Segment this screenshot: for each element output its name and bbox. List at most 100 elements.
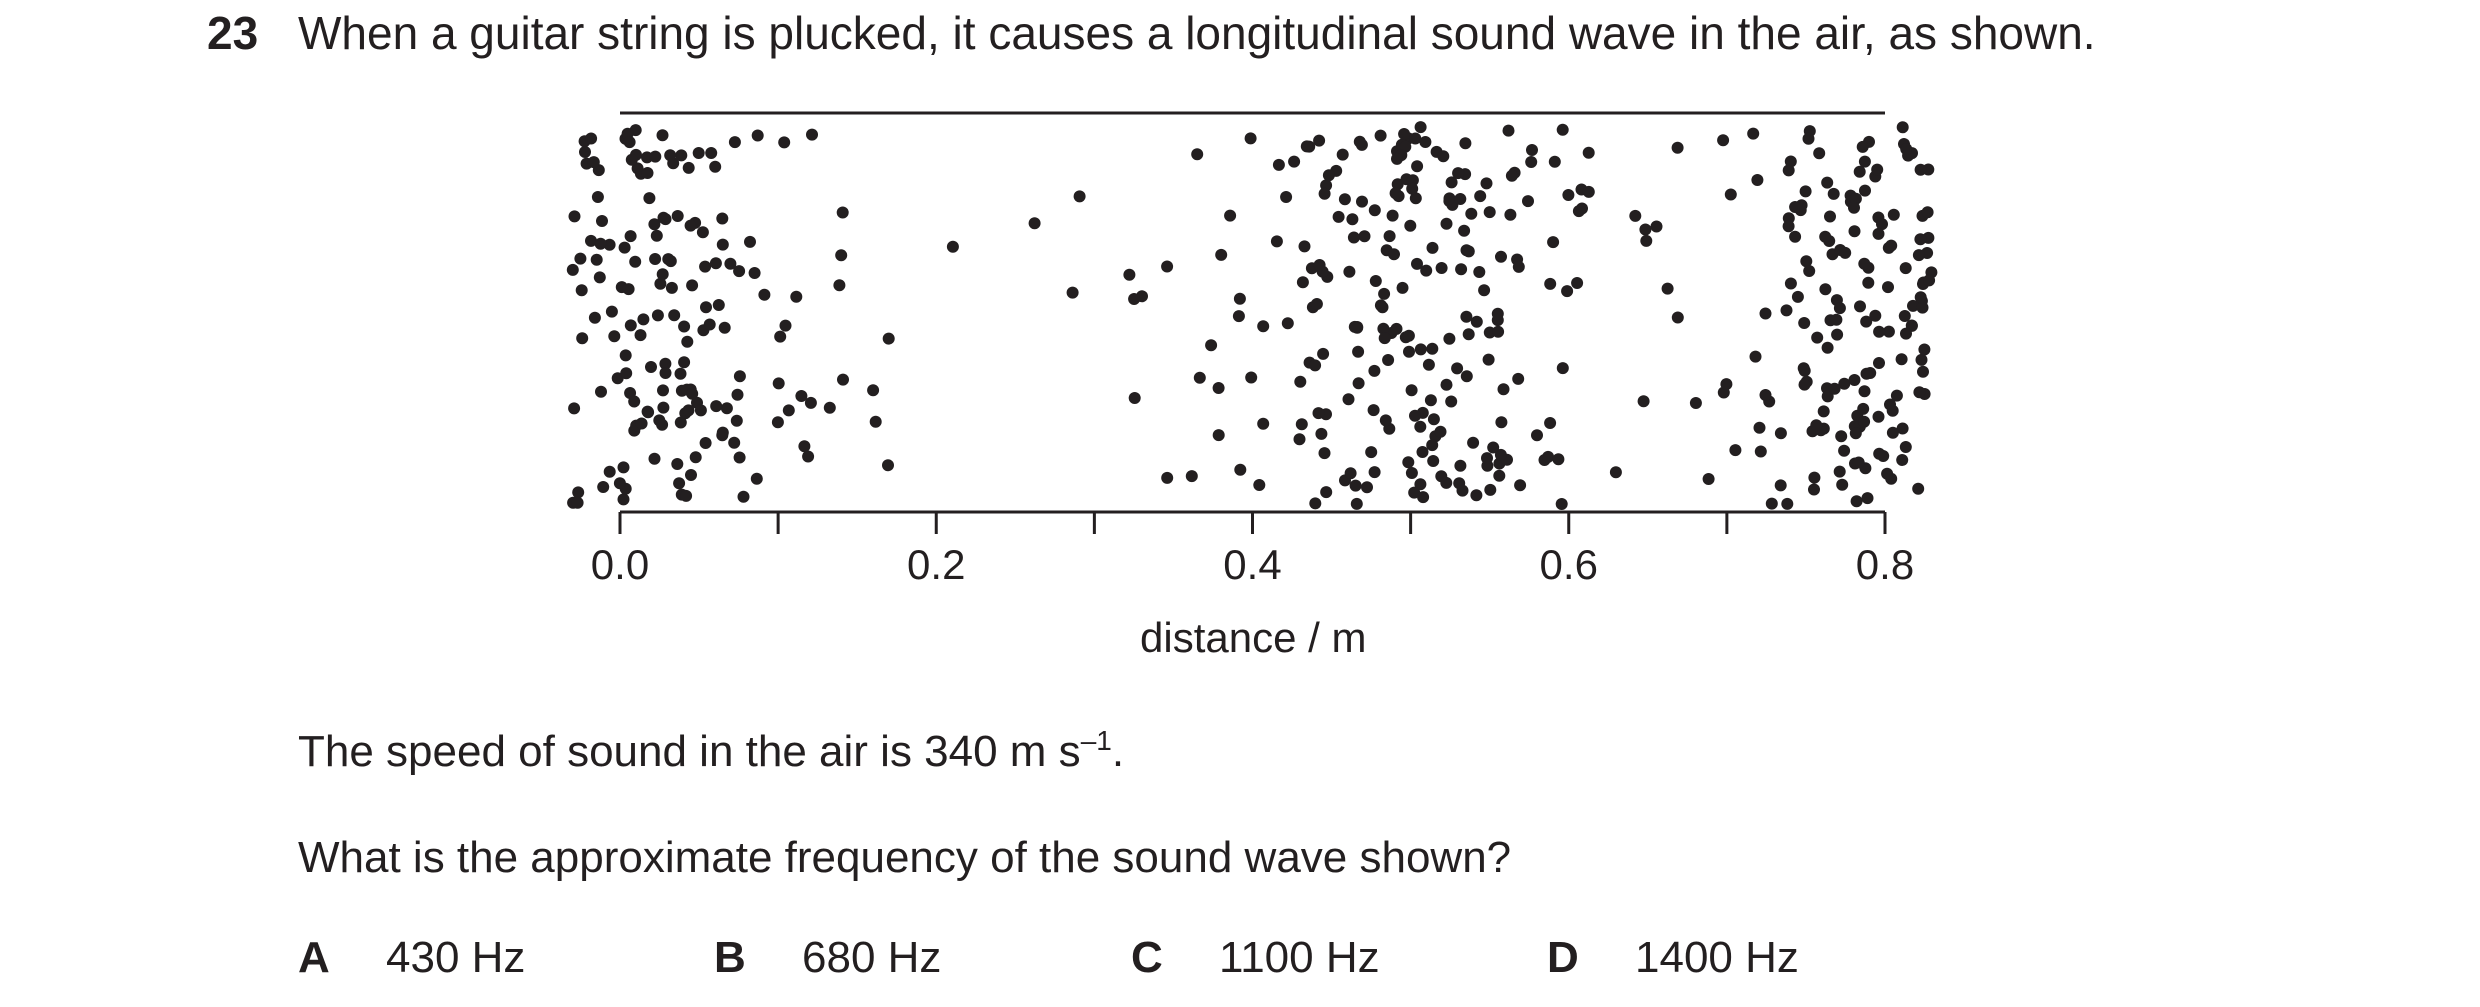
air-particle	[835, 249, 848, 262]
air-particle	[1749, 350, 1762, 363]
air-particle	[617, 493, 630, 506]
air-particle	[1480, 177, 1493, 190]
option-b[interactable]: B 680 Hz	[714, 930, 941, 986]
air-particle	[1458, 224, 1471, 237]
air-particle	[1552, 453, 1565, 466]
air-particle	[696, 226, 709, 239]
air-particle	[1350, 497, 1363, 510]
air-particle	[1858, 155, 1871, 168]
air-particle	[588, 311, 601, 324]
air-particle	[1420, 264, 1433, 277]
air-particle	[1819, 283, 1832, 296]
air-particle	[1402, 329, 1415, 342]
air-particle	[1346, 213, 1359, 226]
air-particle	[613, 477, 626, 490]
air-particle	[1544, 417, 1557, 429]
air-particle	[1294, 375, 1307, 388]
air-particle	[833, 279, 846, 292]
air-particle	[1459, 137, 1472, 150]
question-prompt: What is the approximate frequency of the…	[298, 833, 1512, 882]
air-particle	[1348, 320, 1361, 333]
air-particle	[1799, 185, 1812, 198]
air-particle	[572, 486, 585, 499]
air-particle	[1729, 444, 1742, 457]
air-particle	[649, 150, 662, 163]
air-particle	[1913, 386, 1926, 399]
air-particle	[1320, 486, 1333, 499]
air-particle	[1367, 404, 1380, 417]
air-particle	[634, 329, 647, 342]
air-particle	[1253, 479, 1266, 491]
air-particles	[566, 121, 1938, 510]
air-particle	[664, 149, 677, 162]
option-d[interactable]: D 1400 Hz	[1547, 930, 1799, 986]
air-particle	[1440, 217, 1453, 230]
option-a-letter: A	[298, 933, 330, 982]
air-particle	[1234, 463, 1247, 476]
air-particle	[1293, 433, 1306, 446]
air-particle	[671, 210, 684, 222]
air-particle	[1455, 263, 1468, 276]
air-particle	[1839, 246, 1852, 259]
air-particle	[1309, 497, 1322, 510]
air-particle	[1414, 343, 1427, 356]
air-particle	[1522, 195, 1534, 208]
air-particle	[1833, 465, 1846, 478]
air-particle	[1896, 121, 1909, 134]
option-d-letter: D	[1547, 933, 1579, 982]
air-particle	[656, 129, 669, 142]
air-particle	[1377, 322, 1390, 335]
air-particle	[795, 390, 808, 402]
air-particle	[1257, 417, 1270, 430]
air-particle	[643, 192, 656, 205]
air-particle	[1374, 129, 1387, 142]
air-particle	[1858, 415, 1871, 428]
air-particle	[1640, 234, 1653, 247]
air-particle	[593, 271, 606, 284]
air-particle	[1313, 134, 1326, 147]
air-particle	[1881, 467, 1894, 480]
air-particle	[1368, 466, 1381, 479]
air-particle	[1789, 230, 1802, 243]
air-particle	[712, 299, 725, 311]
air-particle	[1784, 155, 1797, 168]
air-particle	[748, 267, 761, 279]
air-particle	[1798, 378, 1811, 391]
air-particle	[1838, 377, 1851, 390]
option-c[interactable]: C 1100 Hz	[1131, 930, 1380, 986]
option-a[interactable]: A 430 Hz	[298, 930, 525, 986]
air-particle	[1923, 274, 1936, 287]
air-particle	[1609, 466, 1622, 479]
air-particle	[802, 450, 815, 463]
air-particle	[674, 367, 687, 380]
air-particle	[1352, 377, 1365, 390]
air-particle	[1853, 165, 1866, 178]
air-particle	[1571, 277, 1584, 289]
air-particle	[1473, 266, 1486, 278]
air-particle	[1491, 307, 1504, 320]
air-particle	[1123, 268, 1136, 281]
air-particle	[1556, 362, 1569, 375]
air-particle	[806, 128, 818, 141]
air-particle	[603, 238, 616, 251]
air-particle	[1460, 370, 1473, 383]
air-particle	[1859, 184, 1871, 197]
air-particle	[629, 255, 642, 268]
air-particle	[1347, 231, 1360, 244]
air-particle	[1300, 140, 1313, 153]
air-particle	[1886, 426, 1899, 439]
air-particle	[1378, 287, 1391, 300]
air-particle	[1544, 277, 1557, 290]
air-particle	[1368, 364, 1381, 377]
air-particle	[1318, 187, 1331, 200]
question-stem: When a guitar string is plucked, it caus…	[298, 7, 2096, 59]
air-particle	[1426, 439, 1439, 452]
wave-figure: 0.0 0.2 0.4 0.6 0.8	[566, 111, 1938, 588]
air-particle	[682, 404, 695, 417]
air-particle	[1128, 392, 1141, 404]
air-particle	[1900, 327, 1912, 340]
air-particle	[700, 301, 712, 314]
air-particle	[1440, 378, 1453, 391]
air-particle	[1281, 317, 1294, 330]
air-particle	[1073, 190, 1086, 203]
